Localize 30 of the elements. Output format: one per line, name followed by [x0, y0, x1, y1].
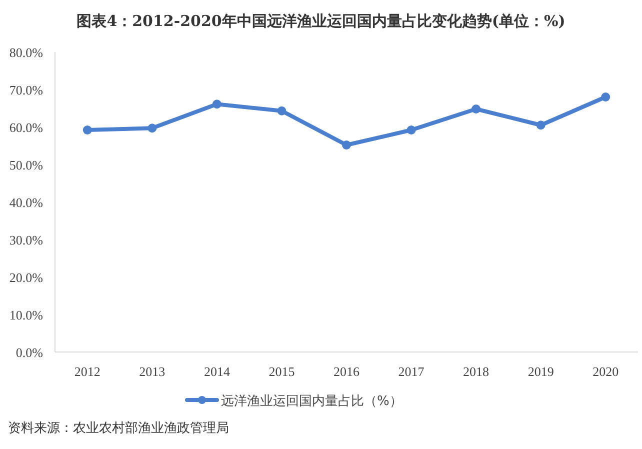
y-tick-label: 50.0% [9, 158, 44, 172]
x-tick-label: 2016 [334, 364, 360, 379]
y-tick-label: 60.0% [9, 120, 44, 135]
chart-title: 图表4：2012-2020年中国远洋渔业运回国内量占比变化趋势(单位：%) [76, 12, 566, 30]
x-tick-label: 2017 [398, 364, 425, 379]
x-tick-label: 2018 [463, 364, 490, 379]
point [406, 126, 416, 134]
x-tick-label: 2013 [139, 364, 166, 379]
point [601, 92, 610, 102]
y-tick-label: 10.0% [9, 308, 44, 322]
text: 资料来源：农业农村部渔业渔政管理局 [8, 421, 229, 436]
point [536, 120, 546, 130]
x-tick-label: 2020 [592, 364, 619, 379]
y-tick-label: 40.0% [9, 195, 44, 210]
point [342, 140, 351, 150]
x-tick-label: 2014 [204, 364, 230, 379]
point [148, 124, 157, 133]
x-tick-label: 2015 [268, 364, 295, 379]
y-tick-label: 0.0% [16, 345, 44, 360]
x-tick-label: 2019 [528, 364, 554, 379]
point [277, 106, 286, 116]
y-tick-label: 70.0% [9, 82, 44, 98]
point [472, 104, 481, 114]
y-tick-label: 20.0% [9, 270, 44, 285]
point [212, 100, 222, 109]
x-tick-label: 2012 [74, 364, 100, 379]
y-tick-label: 30.0% [9, 232, 44, 248]
point [82, 126, 92, 134]
legend-label: 远洋渔业运回国内量占比（%） [221, 394, 402, 409]
y-tick-label: 80.0% [9, 45, 44, 60]
